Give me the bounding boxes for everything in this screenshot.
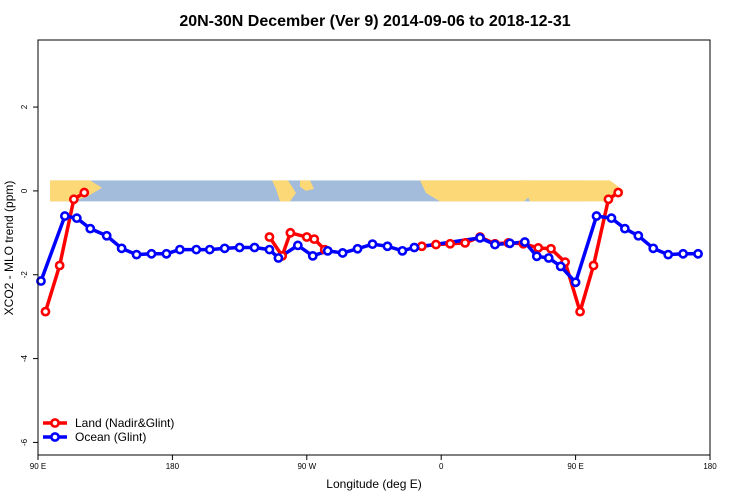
data-point-land [40,306,51,317]
data-point-ocean [382,241,393,252]
data-point-ocean [531,251,542,262]
data-point-ocean [606,213,617,224]
data-point-ocean [219,243,230,254]
x-tick-label: 90 W [297,462,316,471]
data-point-ocean [352,243,363,254]
data-point-land [533,243,544,253]
y-tick-label: 2 [20,104,29,109]
map-band [50,180,624,202]
data-point-land [588,260,599,271]
data-point-land [79,187,90,198]
data-point-ocean [146,248,157,259]
chart-title: 20N-30N December (Ver 9) 2014-09-06 to 2… [179,13,570,30]
data-point-ocean [591,211,602,221]
data-point-ocean [648,243,659,254]
series-line-land [421,191,620,314]
legend-label-land: Land (Nadir&Glint) [75,416,174,430]
y-axis-label: XCO2 - MLO trend (ppm) [2,181,16,316]
data-point-ocean [59,211,70,221]
data-point-land [301,232,312,242]
data-point-ocean [101,230,112,241]
data-point-ocean [322,245,333,256]
data-point-ocean [409,242,420,253]
data-point-ocean [131,249,142,260]
data-point-land [54,260,65,271]
data-point-ocean [519,237,530,247]
map-land-gulf [300,180,314,191]
data-point-land [309,234,320,245]
data-point-ocean [504,238,515,249]
data-point-ocean [367,239,378,250]
data-point-land [445,238,456,249]
data-point-ocean [264,244,275,255]
data-point-ocean [204,244,215,255]
data-point-land [603,194,614,205]
x-tick-label: 0 [439,462,444,471]
data-point-land [575,306,585,317]
data-point-ocean [633,230,644,241]
legend-marker-ocean [50,432,60,442]
data-point-ocean [273,253,284,263]
data-point-ocean [397,245,408,256]
data-point-ocean [36,276,46,286]
data-point-ocean [307,250,318,261]
data-point-ocean [85,223,96,234]
data-point-land [613,187,624,198]
map-land-arabia-india [520,180,624,202]
data-point-ocean [663,249,674,260]
y-axis: 2 0 -2 -4 -6 [20,104,38,446]
data-point-land [68,194,79,205]
y-tick-label: -4 [20,354,29,362]
map-land-mexico [272,180,296,202]
data-point-ocean [619,223,630,234]
x-tick-label: 90 E [30,462,46,471]
data-point-ocean [337,248,348,258]
data-point-land [431,239,441,250]
data-point-ocean [292,240,303,251]
x-tick-label: 180 [703,462,717,471]
data-point-ocean [116,243,127,254]
series-layer [36,187,703,317]
data-point-land [416,241,427,252]
legend-marker-land [50,418,60,428]
data-point-ocean [174,244,185,255]
data-point-ocean [570,277,581,288]
data-point-ocean [543,253,554,263]
y-tick-label: 0 [20,188,29,193]
legend: Land (Nadir&Glint)Ocean (Glint) [43,416,174,444]
x-tick-label: 90 E [567,462,583,471]
data-point-land [546,243,556,254]
data-point-land [285,227,296,238]
data-point-ocean [234,242,245,253]
legend-label-ocean: Ocean (Glint) [75,430,146,444]
y-tick-label: -6 [20,438,29,446]
data-point-ocean [475,232,485,243]
data-point-ocean [693,248,703,259]
plot-frame [37,39,711,456]
series-line-ocean [39,214,699,285]
series-line-land [43,191,86,313]
data-point-ocean [71,213,82,224]
data-point-ocean [490,239,500,250]
x-tick-label: 180 [166,462,180,471]
data-point-land [264,232,275,242]
map-land-africa [420,180,540,202]
data-point-ocean [678,248,689,259]
data-point-ocean [555,261,566,272]
x-axis-label: Longitude (deg E) [326,477,421,491]
data-point-ocean [161,248,172,259]
x-axis: 90 E 180 90 W 0 90 E 180 [30,455,717,471]
y-tick-label: -2 [20,271,29,279]
data-point-ocean [249,242,260,253]
map-land-asia [50,180,102,202]
data-point-ocean [191,244,202,255]
data-point-land [460,237,470,248]
